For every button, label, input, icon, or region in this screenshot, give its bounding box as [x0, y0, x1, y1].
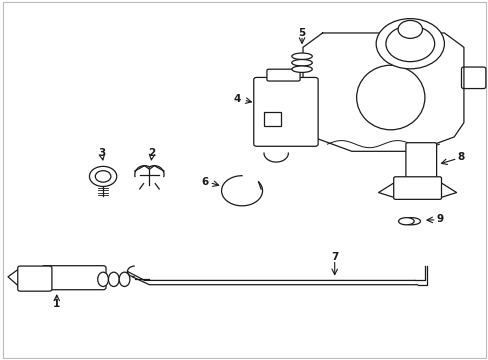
Ellipse shape	[119, 272, 130, 287]
Text: 6: 6	[201, 177, 208, 187]
Bar	[264, 112, 281, 126]
Circle shape	[95, 171, 111, 182]
Text: 5: 5	[298, 28, 305, 38]
FancyBboxPatch shape	[18, 266, 52, 291]
FancyBboxPatch shape	[41, 266, 106, 290]
Ellipse shape	[98, 272, 108, 287]
Ellipse shape	[356, 65, 424, 130]
Text: 1: 1	[53, 299, 61, 309]
Ellipse shape	[291, 53, 312, 59]
Ellipse shape	[398, 218, 413, 225]
FancyBboxPatch shape	[253, 77, 318, 146]
Ellipse shape	[108, 272, 119, 287]
Circle shape	[375, 19, 444, 69]
Text: 4: 4	[233, 94, 241, 104]
Text: 7: 7	[330, 252, 338, 262]
Text: 2: 2	[148, 148, 155, 158]
FancyBboxPatch shape	[405, 143, 436, 181]
FancyBboxPatch shape	[393, 177, 441, 199]
Text: 9: 9	[436, 215, 443, 224]
Text: 8: 8	[457, 152, 464, 162]
Text: 3: 3	[98, 148, 105, 158]
Ellipse shape	[291, 66, 312, 72]
Circle shape	[397, 21, 422, 39]
FancyBboxPatch shape	[461, 67, 485, 89]
Circle shape	[89, 166, 117, 186]
Ellipse shape	[401, 218, 420, 225]
Circle shape	[385, 26, 434, 62]
Ellipse shape	[291, 59, 312, 66]
FancyBboxPatch shape	[266, 69, 300, 81]
